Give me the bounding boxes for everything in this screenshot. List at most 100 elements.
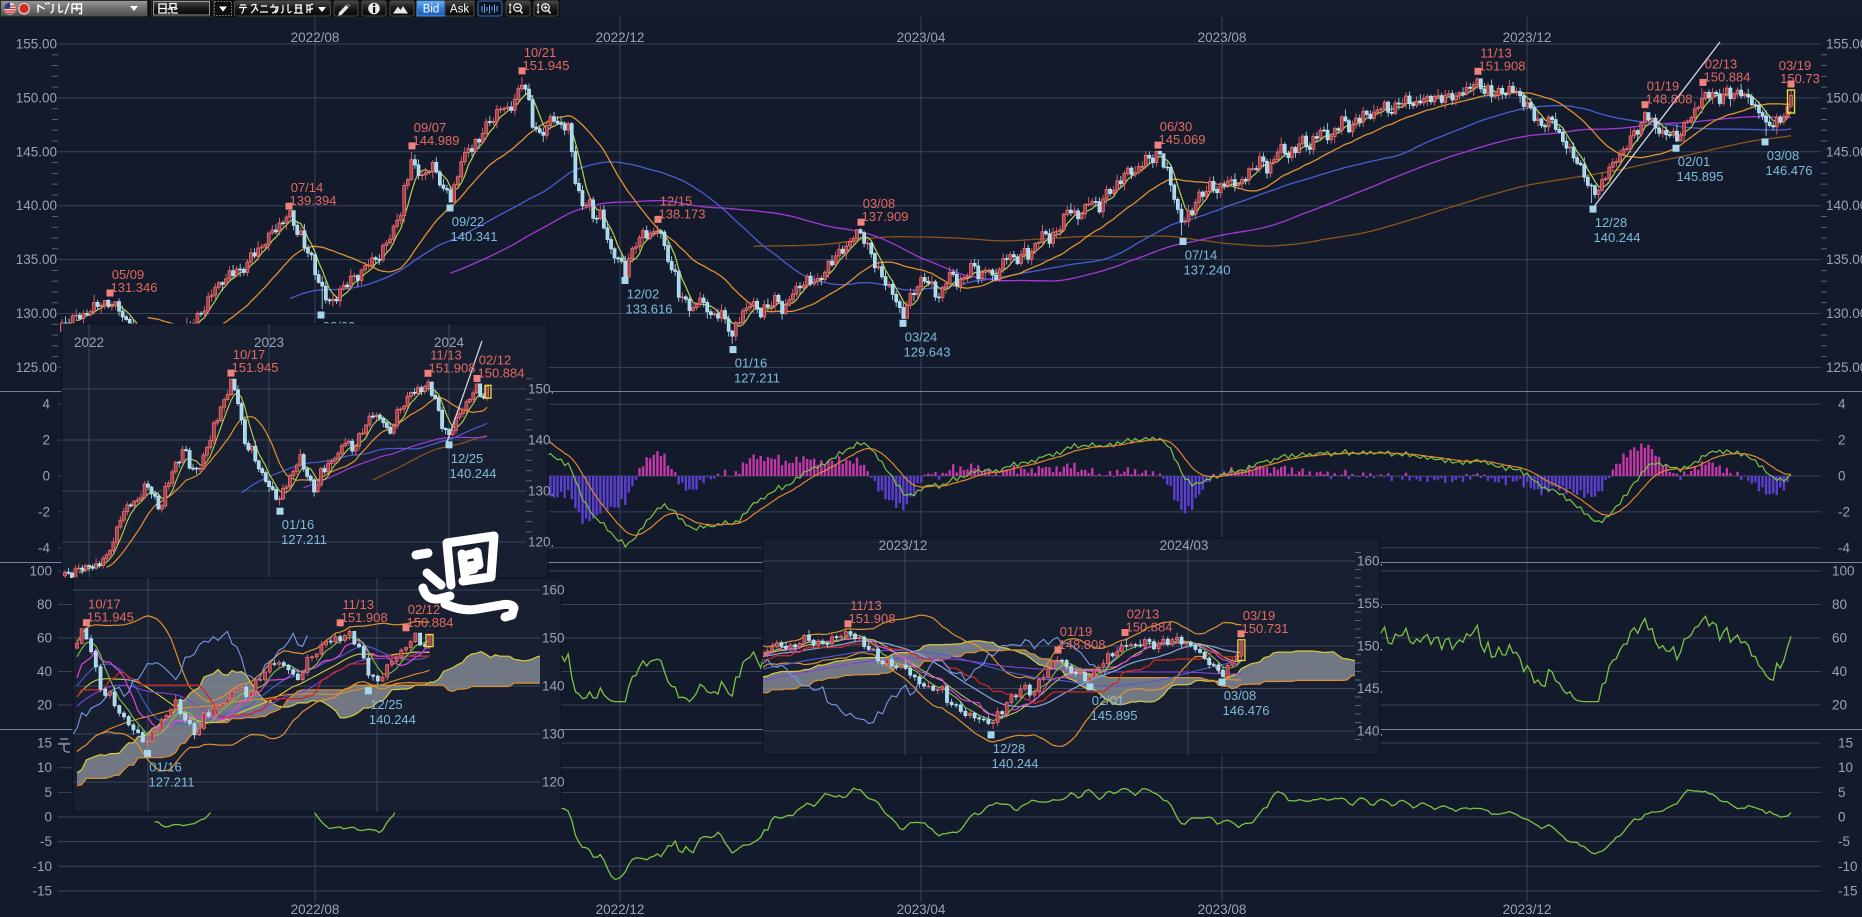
svg-text:2023/04: 2023/04: [897, 30, 946, 45]
svg-text:2: 2: [42, 433, 50, 448]
svg-text:-2: -2: [38, 504, 50, 519]
svg-text:03/24: 03/24: [905, 329, 938, 344]
svg-text:-2: -2: [1838, 504, 1850, 519]
svg-text:151.945: 151.945: [87, 610, 134, 625]
svg-text:11/13: 11/13: [1480, 45, 1512, 60]
svg-text:2022/12: 2022/12: [596, 30, 645, 45]
svg-text:40: 40: [37, 664, 52, 679]
svg-text:131.346: 131.346: [111, 280, 158, 295]
svg-text:140.244: 140.244: [1594, 230, 1641, 245]
svg-text:130: 130: [542, 727, 565, 742]
svg-text:0: 0: [1838, 469, 1846, 484]
svg-text:140: 140: [542, 679, 565, 694]
svg-text:150.00: 150.00: [16, 90, 57, 105]
svg-text:03/08: 03/08: [863, 196, 896, 211]
svg-text:03/19: 03/19: [1243, 608, 1276, 623]
svg-text:146.476: 146.476: [1766, 163, 1813, 178]
svg-text:2023/08: 2023/08: [1198, 30, 1247, 45]
svg-text:2022/08: 2022/08: [291, 902, 340, 917]
svg-text:150: 150: [542, 631, 565, 646]
svg-text:140.: 140.: [528, 433, 554, 448]
svg-text:10/17: 10/17: [88, 597, 121, 612]
svg-text:139.394: 139.394: [290, 193, 337, 208]
svg-text:145.: 145.: [1357, 681, 1383, 696]
svg-text:-5: -5: [40, 834, 52, 849]
svg-text:-10: -10: [32, 859, 52, 874]
svg-text:151.945: 151.945: [523, 58, 570, 73]
svg-text:140.244: 140.244: [450, 466, 497, 481]
svg-text:2023/12: 2023/12: [1503, 30, 1552, 45]
svg-text:11/13: 11/13: [342, 597, 374, 612]
svg-text:140.244: 140.244: [992, 756, 1039, 771]
svg-text:155.: 155.: [1357, 596, 1383, 611]
svg-text:129.643: 129.643: [904, 344, 951, 359]
svg-text:100: 100: [1832, 564, 1855, 579]
svg-text:2022/08: 2022/08: [291, 30, 340, 45]
svg-text:150.884: 150.884: [478, 366, 525, 381]
svg-text:130.00: 130.00: [16, 306, 57, 321]
svg-text:05/09: 05/09: [112, 267, 145, 282]
svg-text:Bid: Bid: [423, 4, 440, 16]
svg-text:140.: 140.: [1357, 724, 1383, 739]
svg-text:148.808: 148.808: [1059, 637, 1106, 652]
svg-text:140.00: 140.00: [16, 198, 57, 213]
svg-text:10/21: 10/21: [524, 45, 557, 60]
svg-text:-15: -15: [32, 884, 52, 899]
svg-text:12/25: 12/25: [370, 697, 403, 712]
svg-text:02/12: 02/12: [479, 353, 512, 368]
svg-text:150.731: 150.731: [1242, 621, 1289, 636]
svg-text:01/19: 01/19: [1060, 624, 1093, 639]
svg-text:133.616: 133.616: [626, 302, 673, 317]
svg-text:03/08: 03/08: [1224, 688, 1257, 703]
svg-text:120: 120: [542, 775, 565, 790]
svg-text:150.: 150.: [528, 382, 554, 397]
svg-text:5: 5: [1838, 785, 1846, 800]
svg-text:-10: -10: [1838, 859, 1858, 874]
svg-text:07/14: 07/14: [291, 180, 324, 195]
svg-text:151.908: 151.908: [341, 610, 388, 625]
svg-text:12/02: 12/02: [627, 287, 660, 302]
svg-text:07/14: 07/14: [1185, 248, 1218, 263]
svg-text:01/16: 01/16: [735, 356, 768, 371]
svg-text:4: 4: [1838, 397, 1846, 412]
svg-text:150.: 150.: [1357, 639, 1383, 654]
svg-text:-5: -5: [1838, 834, 1850, 849]
svg-text:60: 60: [1832, 631, 1847, 646]
svg-text:10: 10: [1838, 760, 1853, 775]
svg-text:0: 0: [1838, 810, 1846, 825]
svg-text:138.173: 138.173: [659, 206, 706, 221]
svg-text:03/08: 03/08: [1767, 148, 1800, 163]
svg-text:100: 100: [29, 564, 52, 579]
svg-text:2023: 2023: [254, 335, 284, 350]
svg-text:2022/12: 2022/12: [596, 902, 645, 917]
svg-text:145.895: 145.895: [1091, 708, 1138, 723]
svg-text:151.945: 151.945: [232, 360, 279, 375]
svg-text:Ask: Ask: [450, 4, 469, 16]
svg-text:140.341: 140.341: [451, 229, 498, 244]
svg-text:02/01: 02/01: [1092, 693, 1125, 708]
svg-text:20: 20: [37, 698, 52, 713]
svg-text:145.895: 145.895: [1677, 169, 1724, 184]
svg-text:160: 160: [542, 583, 565, 598]
svg-text:137.909: 137.909: [862, 209, 909, 224]
svg-text:02/13: 02/13: [1705, 56, 1738, 71]
svg-text:60: 60: [37, 631, 52, 646]
svg-text:12/28: 12/28: [993, 741, 1026, 756]
svg-text:01/16: 01/16: [149, 759, 182, 774]
svg-text:2022: 2022: [74, 335, 104, 350]
svg-text:155.00: 155.00: [1826, 37, 1862, 52]
svg-text:2023/12: 2023/12: [879, 538, 928, 553]
svg-text:5: 5: [44, 785, 52, 800]
svg-text:11/13: 11/13: [850, 598, 882, 613]
svg-text:-4: -4: [1838, 540, 1850, 555]
svg-text:10/17: 10/17: [233, 347, 266, 362]
svg-text:145.00: 145.00: [1826, 144, 1862, 159]
svg-text:146.476: 146.476: [1223, 703, 1270, 718]
svg-text:160.: 160.: [1357, 554, 1383, 569]
svg-text:135.00: 135.00: [16, 252, 57, 267]
svg-text:06/30: 06/30: [1160, 119, 1193, 134]
svg-text:148.808: 148.808: [1646, 92, 1693, 107]
svg-text:130.00: 130.00: [1826, 306, 1862, 321]
svg-text:03/19: 03/19: [1779, 58, 1812, 73]
svg-text:-4: -4: [38, 540, 50, 555]
